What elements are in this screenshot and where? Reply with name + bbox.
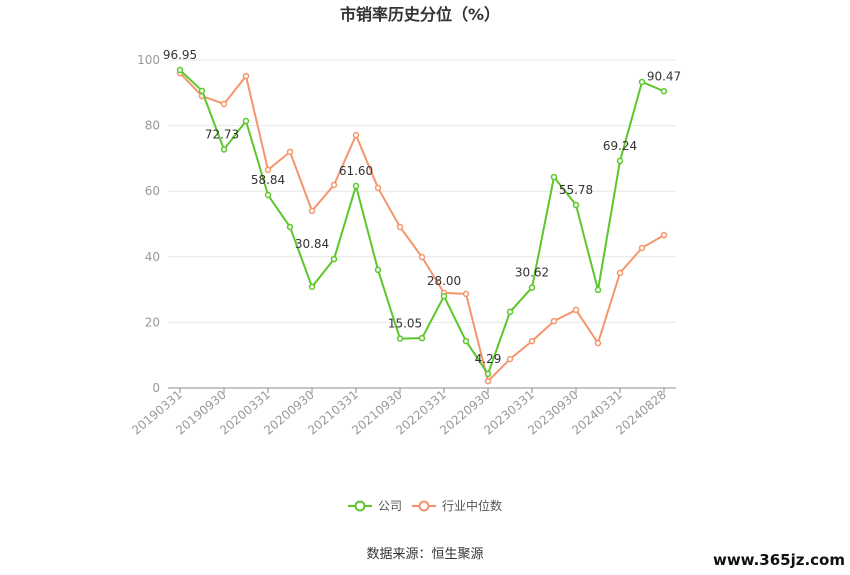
data-point-industry-median xyxy=(550,317,558,325)
data-source: 数据来源：恒生聚源 xyxy=(366,547,483,562)
y-tick-label: 60 xyxy=(145,184,160,198)
y-tick-label: 40 xyxy=(145,250,160,264)
data-point-industry-median xyxy=(418,253,426,261)
data-point-company xyxy=(572,201,580,209)
data-point-industry-median xyxy=(506,355,514,363)
legend: 公司 行业中位数 xyxy=(348,498,502,513)
data-point-industry-median xyxy=(286,148,294,156)
y-tick-label: 20 xyxy=(145,315,160,329)
legend-item-industry-median[interactable]: 行业中位数 xyxy=(412,498,502,513)
data-point-industry-median xyxy=(352,131,360,139)
data-point-company xyxy=(418,334,426,342)
data-label-company: 69.24 xyxy=(603,139,637,153)
data-label-company: 28.00 xyxy=(427,274,461,288)
data-point-industry-median xyxy=(462,290,470,298)
data-label-company: 61.60 xyxy=(339,164,373,178)
data-point-industry-median xyxy=(396,223,404,231)
data-point-industry-median xyxy=(638,244,646,252)
data-label-company: 30.84 xyxy=(295,237,329,251)
data-point-industry-median xyxy=(242,72,250,80)
data-label-company: 96.95 xyxy=(163,48,197,62)
data-label-company: 55.78 xyxy=(559,183,593,197)
data-point-company xyxy=(352,182,360,190)
y-axis: 0 20 40 60 80 100 xyxy=(137,53,160,395)
y-tick-label: 0 xyxy=(152,381,160,395)
data-point-company xyxy=(176,66,184,74)
data-label-company: 15.05 xyxy=(388,317,422,331)
data-labels: 96.95 72.73 58.84 30.84 61.60 15.05 28.00 4.29 3… xyxy=(163,48,681,366)
legend-marker-company xyxy=(354,500,366,512)
data-label-company: 58.84 xyxy=(251,173,285,187)
grid-lines xyxy=(168,59,676,323)
data-point-company xyxy=(286,223,294,231)
data-point-company xyxy=(550,173,558,181)
legend-item-company[interactable]: 公司 xyxy=(348,499,402,513)
data-point-industry-median xyxy=(528,337,536,345)
y-tick-label: 80 xyxy=(145,119,160,133)
data-point-company xyxy=(374,266,382,274)
data-point-company xyxy=(594,286,602,294)
data-point-company xyxy=(440,292,448,300)
data-point-industry-median xyxy=(220,100,228,108)
data-point-industry-median xyxy=(374,184,382,192)
watermark-background xyxy=(722,546,850,572)
data-point-company xyxy=(264,191,272,199)
data-point-company xyxy=(308,283,316,291)
data-label-company: 4.29 xyxy=(475,352,502,366)
data-point-industry-median xyxy=(308,207,316,215)
data-point-industry-median xyxy=(264,166,272,174)
data-point-company xyxy=(198,87,206,95)
data-point-company xyxy=(396,335,404,342)
data-point-company xyxy=(660,88,668,95)
series-layer xyxy=(176,66,668,385)
data-point-company xyxy=(330,255,338,263)
data-label-company: 30.62 xyxy=(515,266,549,280)
data-point-industry-median xyxy=(484,377,492,385)
data-label-company: 72.73 xyxy=(205,127,239,141)
data-point-company xyxy=(506,308,514,316)
data-point-company xyxy=(484,370,492,378)
data-point-industry-median xyxy=(330,181,338,189)
watermark: www.365jz.com xyxy=(713,551,845,569)
data-point-company xyxy=(638,78,646,86)
data-point-company xyxy=(220,146,228,153)
y-tick-label: 100 xyxy=(137,53,160,67)
data-point-company xyxy=(242,117,250,125)
data-label-company: 90.47 xyxy=(647,69,681,83)
data-point-industry-median xyxy=(594,339,602,347)
legend-marker-industry-median xyxy=(418,500,430,512)
data-point-industry-median xyxy=(660,231,668,239)
chart-title: 市销率历史分位（%） xyxy=(340,5,500,24)
data-point-company xyxy=(528,284,536,291)
legend-label-industry-median: 行业中位数 xyxy=(442,498,502,513)
legend-label-company: 公司 xyxy=(378,499,402,513)
data-point-industry-median xyxy=(572,306,580,314)
data-point-industry-median xyxy=(616,269,624,277)
data-point-company xyxy=(462,337,470,345)
data-point-company xyxy=(616,157,624,165)
